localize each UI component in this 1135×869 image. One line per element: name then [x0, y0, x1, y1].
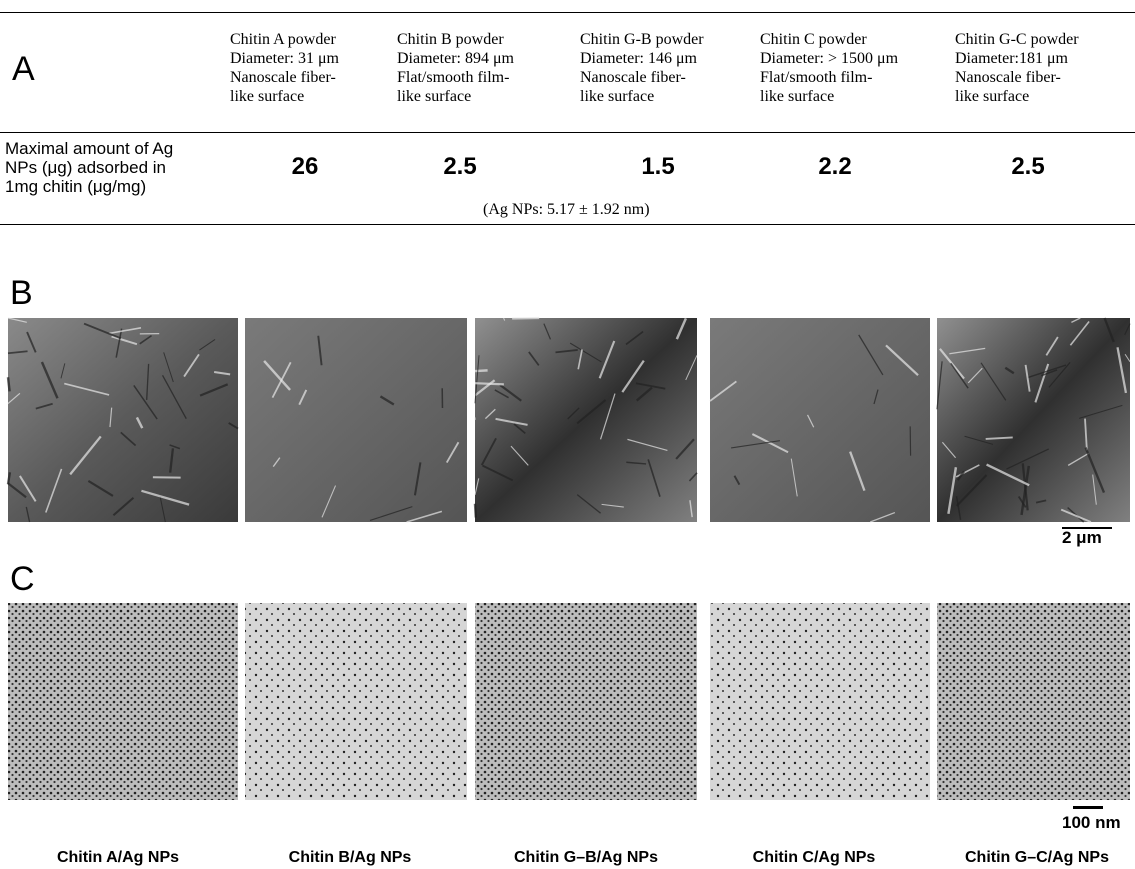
sem-fiber	[475, 370, 488, 371]
column-header-line: Chitin A powder	[230, 30, 336, 49]
column-header-line: Diameter: 31 μm	[230, 49, 339, 68]
value: 26	[245, 153, 365, 181]
scale-bar	[1073, 806, 1103, 809]
column-header-line: Diameter:181 μm	[955, 49, 1068, 68]
column-header-line: Chitin C powder	[760, 30, 867, 49]
tem-image	[937, 603, 1130, 800]
column-header-line: Diameter: 146 μm	[580, 49, 697, 68]
column-header-line: like surface	[955, 87, 1029, 106]
value: 2.5	[968, 153, 1088, 181]
column-header-line: Nanoscale fiber-	[230, 68, 336, 87]
sem-image	[245, 318, 467, 522]
value: 2.5	[400, 153, 520, 181]
column-header-line: like surface	[580, 87, 654, 106]
sem-fiber	[8, 377, 10, 391]
sem-fiber	[512, 318, 539, 319]
sem-fiber	[475, 504, 476, 518]
value: 1.5	[598, 153, 718, 181]
tem-image	[710, 603, 930, 800]
tem-image	[475, 603, 697, 800]
column-header-line: Chitin G-B powder	[580, 30, 704, 49]
micrographs	[0, 0, 1135, 869]
sem-image	[710, 318, 930, 522]
sem-fiber	[475, 383, 504, 384]
caption: Chitin G–B/Ag NPs	[476, 849, 696, 867]
caption: Chitin G–C/Ag NPs	[927, 849, 1135, 867]
column-header-line: Nanoscale fiber-	[580, 68, 686, 87]
column-header-line: like surface	[397, 87, 471, 106]
column-header-line: Flat/smooth film-	[760, 68, 872, 87]
column-header-line: like surface	[760, 87, 834, 106]
figure: A B C Maximal amount of AgNPs (μg) adsor…	[0, 0, 1135, 869]
column-header-line: Diameter: 894 μm	[397, 49, 514, 68]
column-header-line: Chitin B powder	[397, 30, 504, 49]
sem-image	[475, 318, 697, 522]
caption: Chitin B/Ag NPs	[240, 849, 460, 867]
caption: Chitin C/Ag NPs	[704, 849, 924, 867]
caption: Chitin A/Ag NPs	[8, 849, 228, 867]
column-header-line: Flat/smooth film-	[397, 68, 509, 87]
value: 2.2	[775, 153, 895, 181]
sem-image	[8, 318, 238, 522]
column-header-line: Chitin G-C powder	[955, 30, 1079, 49]
column-header-line: like surface	[230, 87, 304, 106]
column-header-line: Diameter: > 1500 μm	[760, 49, 898, 68]
scale-label: 100 nm	[1062, 813, 1121, 833]
column-header-line: Nanoscale fiber-	[955, 68, 1061, 87]
tem-image	[8, 603, 238, 800]
sem-image	[937, 318, 1130, 522]
tem-image	[245, 603, 467, 800]
scale-label: 2 μm	[1062, 528, 1102, 548]
